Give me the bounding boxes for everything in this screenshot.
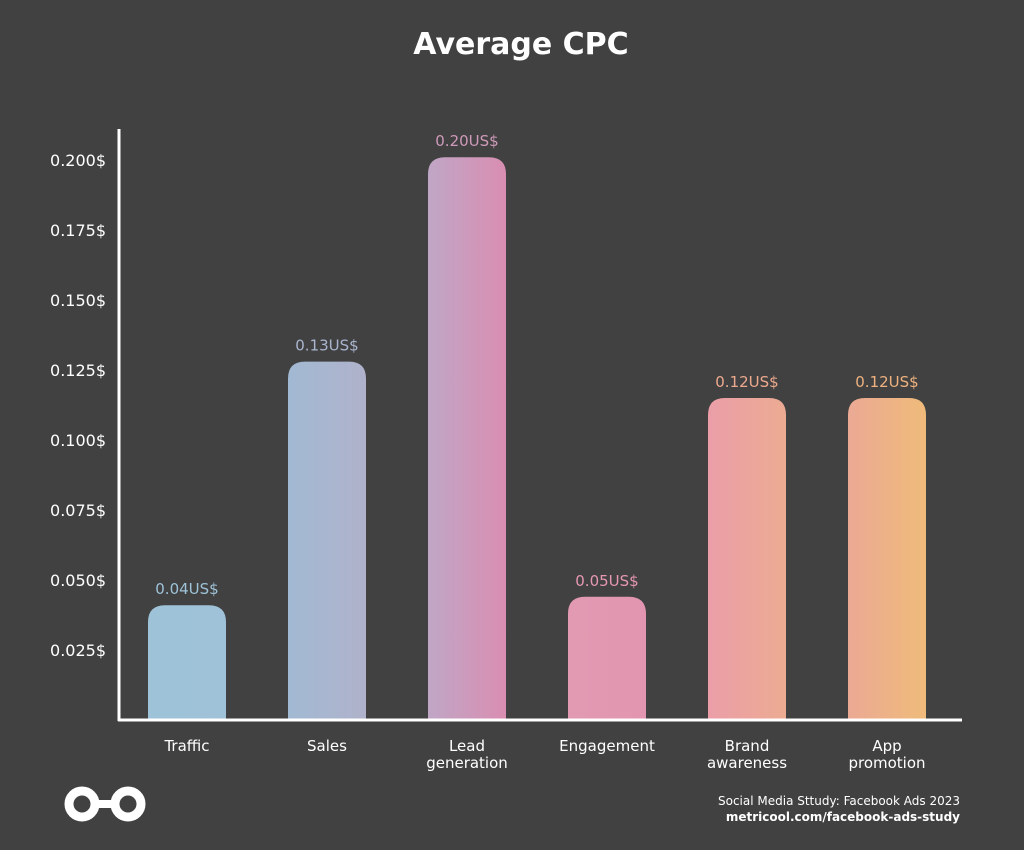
y-tick-label: 0.075$ <box>50 501 106 520</box>
y-tick-label: 0.025$ <box>50 641 106 660</box>
value-label: 0.12US$ <box>715 373 778 391</box>
bars <box>148 157 926 720</box>
value-label: 0.12US$ <box>855 373 918 391</box>
y-axis-ticks: 0.025$ 0.050$ 0.075$ 0.100$ 0.125$ 0.150$ 0.17… <box>50 151 106 660</box>
bar <box>428 157 506 720</box>
x-tick-label: Brand awareness <box>707 737 787 772</box>
bar <box>568 596 646 720</box>
chart-title: Average CPC <box>413 27 628 62</box>
bar <box>708 398 786 720</box>
value-label: 0.05US$ <box>575 572 638 590</box>
bar <box>288 361 366 720</box>
footer: Social Media Sttudy: Facebook Ads 2023 m… <box>718 793 960 825</box>
x-tick-label: Lead generation <box>426 737 508 772</box>
infinity-logo-icon <box>64 786 146 822</box>
x-tick-label: App promotion <box>848 737 925 772</box>
metricool-logo <box>64 786 148 826</box>
bar <box>848 398 926 720</box>
footer-source: Social Media Sttudy: Facebook Ads 2023 <box>717 794 960 808</box>
value-label: 0.04US$ <box>155 580 218 598</box>
footer-url: metricool.com/facebook-ads-study <box>725 810 960 824</box>
x-tick-label: Engagement <box>559 737 655 755</box>
value-labels: 0.04US$ 0.13US$ 0.20US$ 0.05US$ 0.12US$ 0.12U… <box>155 132 918 598</box>
value-label: 0.13US$ <box>295 337 358 355</box>
bar <box>148 605 226 720</box>
y-tick-label: 0.100$ <box>50 431 106 450</box>
y-tick-label: 0.175$ <box>50 221 106 240</box>
y-tick-label: 0.125$ <box>50 361 106 380</box>
value-label: 0.20US$ <box>435 132 498 150</box>
y-tick-label: 0.050$ <box>50 571 106 590</box>
y-tick-label: 0.200$ <box>50 151 106 170</box>
x-axis-labels: Traffic Sales Lead generation Engagement Bran… <box>163 737 925 772</box>
x-tick-label: Sales <box>307 737 347 755</box>
y-tick-label: 0.150$ <box>50 291 106 310</box>
x-tick-label: Traffic <box>163 737 209 755</box>
